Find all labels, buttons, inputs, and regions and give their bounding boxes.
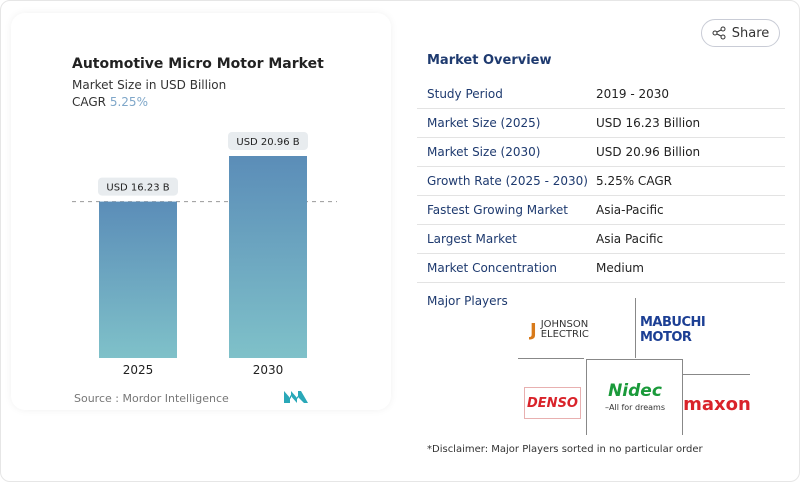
row-value: USD 16.23 Billion — [596, 116, 701, 130]
row-value: Medium — [596, 261, 644, 275]
share-button[interactable]: Share — [701, 19, 780, 47]
row-label: Largest Market — [427, 232, 517, 246]
overview-row: Study Period 2019 - 2030 — [417, 80, 785, 109]
cagr-value: 5.25% — [109, 95, 148, 109]
nidec-logo: Nidec — [608, 381, 662, 401]
cagr-label: CAGR — [72, 95, 107, 109]
row-label: Fastest Growing Market — [427, 203, 569, 217]
maxon-logo: maxon — [683, 393, 751, 415]
overview-title: Market Overview — [427, 53, 552, 68]
row-value: Asia Pacific — [596, 232, 664, 246]
source-text: Source : Mordor Intelligence — [74, 392, 229, 405]
row-label: Market Size (2025) — [427, 116, 541, 130]
overview-row: Growth Rate (2025 - 2030) 5.25% CAGR — [417, 167, 785, 196]
bar-chart: USD 16.23 B 2025 USD 20.96 B 2030 — [72, 132, 337, 377]
overview-row: Market Size (2030) USD 20.96 Billion — [417, 138, 785, 167]
data-label-bg — [228, 132, 308, 150]
data-label: USD 20.96 B — [236, 137, 299, 148]
mabuchi-motor-logo: MABUCHI MOTOR — [640, 315, 706, 345]
overview-row: Fastest Growing Market Asia-Pacific — [417, 196, 785, 225]
row-value: 2019 - 2030 — [596, 87, 670, 101]
overview-row: Largest Market Asia Pacific — [417, 225, 785, 254]
mordor-logo-icon — [284, 391, 308, 403]
overview-row: Market Concentration Medium — [417, 254, 785, 283]
overview-row: Market Size (2025) USD 16.23 Billion — [417, 109, 785, 138]
row-value: Asia-Pacific — [596, 203, 664, 217]
disclaimer: *Disclaimer: Major Players sorted in no … — [427, 444, 703, 455]
x-tick-label: 2030 — [253, 363, 284, 377]
x-tick-label: 2025 — [123, 363, 154, 377]
data-label: USD 16.23 B — [106, 183, 169, 194]
row-value: 5.25% CAGR — [596, 174, 672, 188]
share-label: Share — [731, 25, 770, 41]
row-label: Market Concentration — [427, 261, 557, 275]
chart-title: Automotive Micro Motor Market — [72, 56, 324, 72]
players-title: Major Players — [427, 294, 508, 308]
row-label: Study Period — [427, 87, 503, 101]
data-label-bg — [98, 177, 178, 196]
johnson-electric-logo: J JOHNSON ELECTRIC — [530, 319, 589, 341]
chart-card — [11, 13, 391, 410]
share-icon — [712, 26, 726, 40]
chart-subtitle: Market Size in USD Billion — [72, 78, 227, 92]
bar-2030 — [229, 156, 307, 358]
row-label: Market Size (2030) — [427, 145, 541, 159]
bar-2025 — [99, 201, 177, 358]
nidec-tagline: – All for dreams — [605, 402, 665, 412]
row-label: Growth Rate (2025 - 2030) — [427, 174, 588, 188]
row-value: USD 20.96 Billion — [596, 145, 701, 159]
denso-logo: DENSO — [524, 387, 581, 419]
